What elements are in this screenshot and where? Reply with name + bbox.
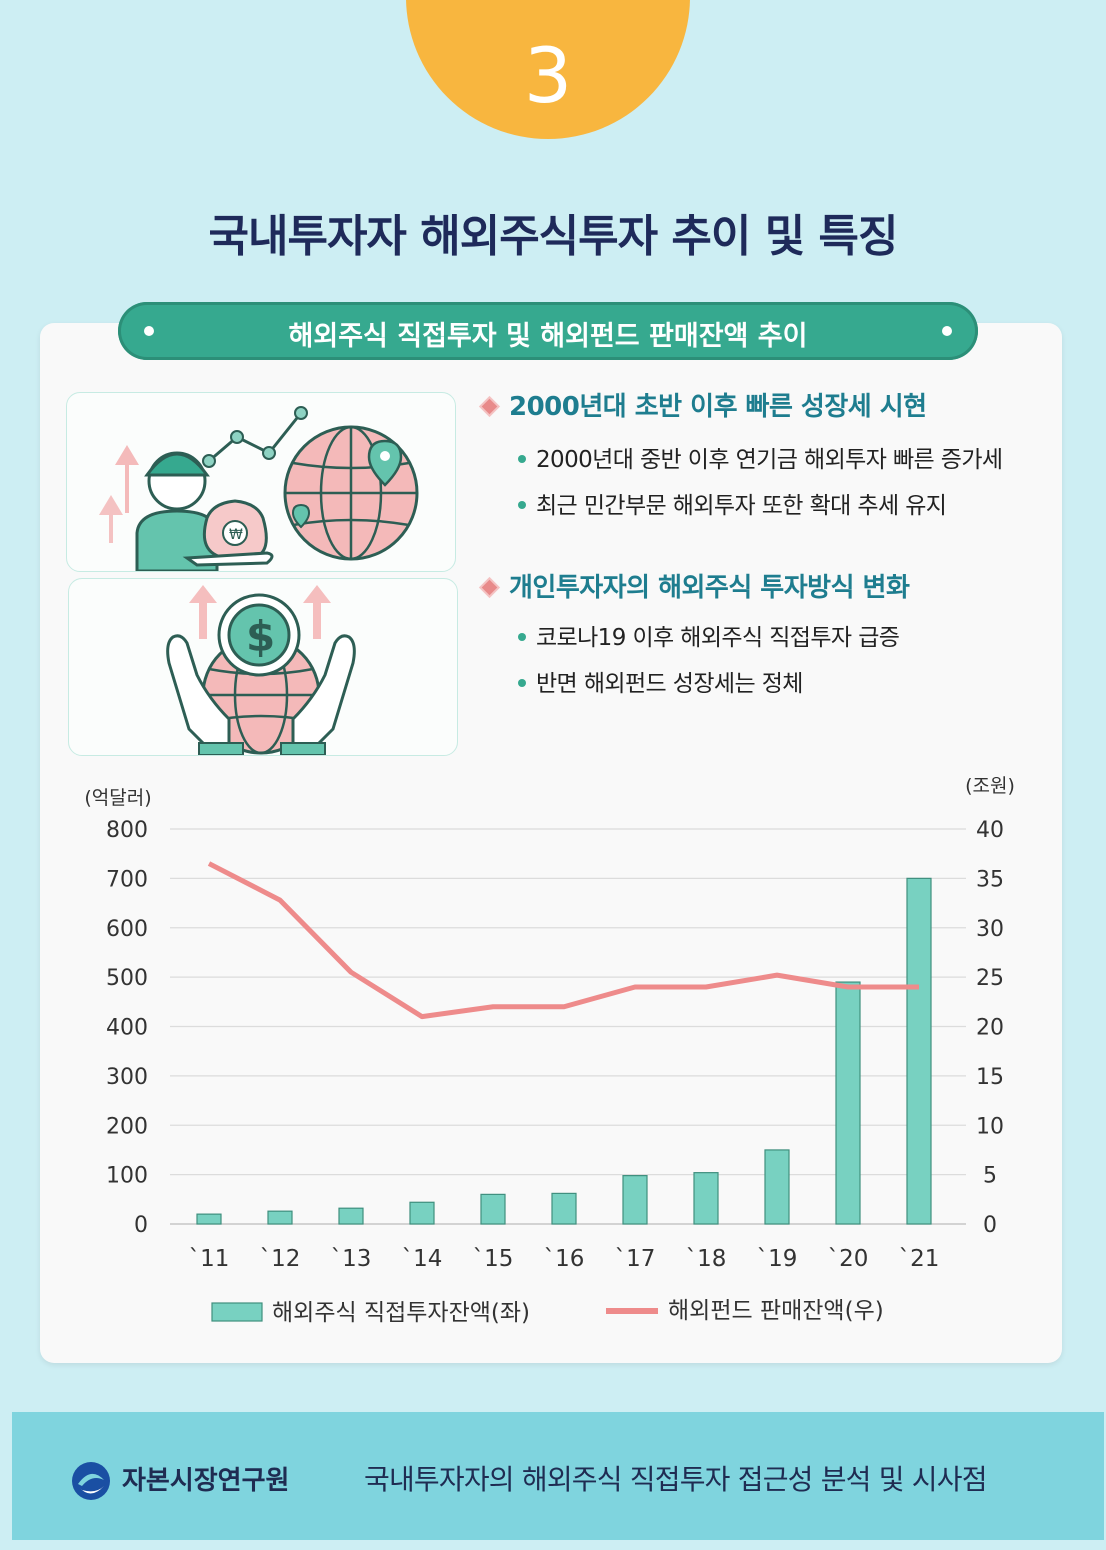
y-right-tick-label: 20 xyxy=(976,1016,1004,1041)
y-right-tick-label: 5 xyxy=(983,1164,997,1189)
ribbon-dot-left xyxy=(144,326,154,336)
legend-bar-label: 해외주식 직접투자잔액(좌) xyxy=(272,1300,530,1326)
y-right-tick-label: 0 xyxy=(983,1213,997,1238)
hands-globe-dollar-icon: $ xyxy=(166,585,356,756)
bar-18 xyxy=(693,1172,719,1225)
balance-trend-chart: 0 100 200 300 400 500 600 700 800 0 5 10 15 20 25 30 35 4… xyxy=(84,775,1015,1326)
y-left-tick-label: 0 xyxy=(134,1213,148,1238)
bar-16 xyxy=(551,1192,577,1225)
y-right-tick-label: 30 xyxy=(976,917,1004,942)
page-title: 국내투자자 해외주식투자 추이 및 특징 xyxy=(208,211,899,262)
legend-line-label: 해외펀드 판매잔액(우) xyxy=(668,1298,884,1324)
bar-12 xyxy=(267,1210,293,1225)
institute-name: 자본시장연구원 xyxy=(122,1466,290,1496)
legend-bar-swatch xyxy=(211,1302,263,1322)
bar-21 xyxy=(906,877,932,1225)
y-right-tick-label: 10 xyxy=(976,1114,1004,1139)
y-right-tick-label: 25 xyxy=(976,966,1004,991)
ribbon-label: 해외주식 직접투자 및 해외펀드 판매잔액 추이 xyxy=(288,321,808,352)
y-left-tick-label: 500 xyxy=(106,966,148,991)
y-left-tick-label: 600 xyxy=(106,917,148,942)
dot-bullet-icon xyxy=(518,679,526,687)
x-tick-label: `13 xyxy=(331,1246,372,1272)
bar-13 xyxy=(338,1207,364,1225)
x-tick-label: `14 xyxy=(402,1246,443,1272)
bar-14 xyxy=(409,1201,435,1225)
y-left-tick-label: 100 xyxy=(106,1164,148,1189)
x-tick-label: `20 xyxy=(828,1246,869,1272)
point-1-bullet-2: 최근 민간부문 해외투자 또한 확대 추세 유지 xyxy=(518,486,947,520)
point-heading-2: 개인투자자의 해외주식 투자방식 변화 xyxy=(481,567,910,604)
y-left-tick-label: 300 xyxy=(106,1065,148,1090)
point-2-bullet-2: 반면 해외펀드 성장세는 정체 xyxy=(518,664,803,698)
x-tick-label: `15 xyxy=(473,1246,514,1272)
bar-11 xyxy=(196,1213,222,1225)
point-1-bullet-1: 2000년대 중반 이후 연기금 해외투자 빠른 증가세 xyxy=(518,440,1003,474)
y-left-unit-label: (억달러) xyxy=(84,787,151,809)
institute-logo-icon xyxy=(72,1462,110,1500)
y-right-unit-label: (조원) xyxy=(965,775,1015,797)
y-left-tick-label: 700 xyxy=(106,867,148,892)
report-title: 국내투자자의 해외주식 직접투자 접근성 분석 및 시사점 xyxy=(364,1463,987,1496)
y-left-tick-label: 400 xyxy=(106,1016,148,1041)
ribbon-dot-right xyxy=(942,326,952,336)
svg-text:₩: ₩ xyxy=(229,527,243,543)
bar-17 xyxy=(622,1175,648,1225)
svg-text:$: $ xyxy=(246,612,275,661)
bar-19 xyxy=(764,1149,790,1225)
section-number: 3 xyxy=(523,31,573,120)
section-number-badge: 3 xyxy=(406,0,690,139)
point-2-bullet-1: 코로나19 이후 해외주식 직접투자 급증 xyxy=(518,618,900,652)
y-left-tick-label: 800 xyxy=(106,818,148,843)
dot-bullet-icon xyxy=(518,633,526,641)
section-ribbon: 해외주식 직접투자 및 해외펀드 판매잔액 추이 xyxy=(118,302,978,360)
y-left-tick-label: 200 xyxy=(106,1114,148,1139)
bar-15 xyxy=(480,1193,506,1225)
illustration-hands-box: $ xyxy=(68,578,458,756)
footer-bar: 자본시장연구원 국내투자자의 해외주식 직접투자 접근성 분석 및 시사점 xyxy=(12,1412,1104,1540)
y-right-tick-label: 40 xyxy=(976,818,1004,843)
y-right-tick-label: 35 xyxy=(976,867,1004,892)
point-heading-1: 2000년대 초반 이후 빠른 성장세 시현 xyxy=(481,386,927,423)
fund-balance-line xyxy=(207,861,919,1020)
illustration-investor-box: ₩ xyxy=(66,392,456,573)
x-tick-label: `21 xyxy=(899,1246,940,1272)
x-tick-label: `18 xyxy=(686,1246,727,1272)
x-tick-label: `11 xyxy=(189,1246,230,1272)
dot-bullet-icon xyxy=(518,455,526,463)
x-tick-label: `16 xyxy=(544,1246,585,1272)
y-right-tick-label: 15 xyxy=(976,1065,1004,1090)
dot-bullet-icon xyxy=(518,501,526,509)
x-tick-label: `19 xyxy=(757,1246,798,1272)
x-tick-label: `17 xyxy=(615,1246,656,1272)
investor-money-globe-icon: ₩ xyxy=(99,406,419,573)
x-tick-label: `12 xyxy=(260,1246,301,1272)
bar-20 xyxy=(835,981,861,1225)
